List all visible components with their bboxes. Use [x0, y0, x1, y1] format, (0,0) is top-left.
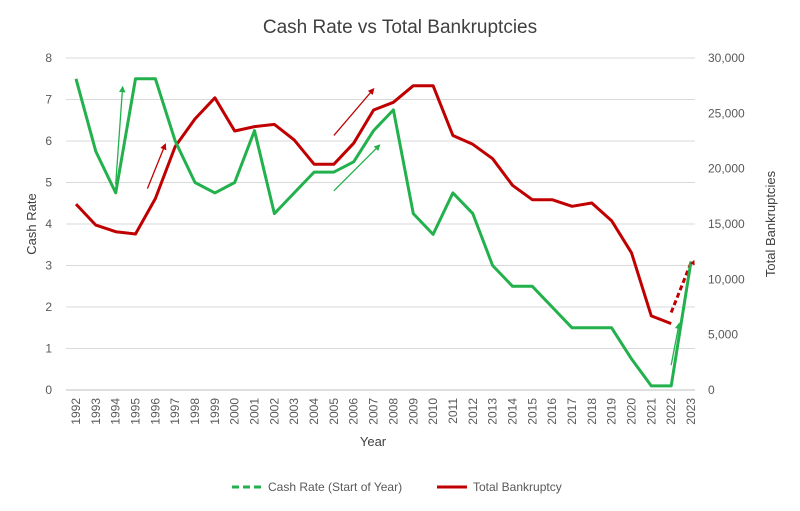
series-line-cash-rate	[74, 77, 693, 388]
x-tick-label: 2014	[505, 398, 519, 425]
y-tick-label: 4	[45, 217, 52, 231]
x-tick-label: 2008	[386, 398, 400, 425]
trend-arrow	[146, 143, 167, 189]
y2-tick-label: 0	[708, 383, 715, 397]
x-tick-label: 2005	[327, 398, 341, 425]
x-tick-label: 2022	[664, 398, 678, 425]
x-tick-label: 1996	[148, 398, 162, 425]
trend-arrow	[333, 144, 381, 192]
x-tick-label: 2018	[585, 398, 599, 425]
x-tick-label: 1999	[208, 398, 222, 425]
y-tick-label: 8	[45, 51, 52, 65]
y-tick-label: 2	[45, 300, 52, 314]
x-tick-label: 2007	[367, 398, 381, 425]
x-tick-label: 1993	[89, 398, 103, 425]
x-tick-label: 2019	[605, 398, 619, 425]
y-tick-label: 3	[45, 259, 52, 273]
x-tick-label: 2021	[644, 398, 658, 425]
x-tick-label: 2006	[347, 398, 361, 425]
x-tick-label: 2002	[267, 398, 281, 425]
y-tick-label: 6	[45, 134, 52, 148]
x-tick-label: 2015	[525, 398, 539, 425]
y2-tick-label: 20,000	[708, 162, 745, 176]
y2-axis-title: Total Bankruptcies	[763, 170, 778, 277]
y-tick-label: 5	[45, 176, 52, 190]
x-tick-label: 2023	[684, 398, 698, 425]
x-tick-label: 2004	[307, 398, 321, 425]
y2-tick-label: 30,000	[708, 51, 745, 65]
legend: Cash Rate (Start of Year) Total Bankrupt…	[232, 480, 562, 494]
x-tick-label: 1994	[109, 398, 123, 425]
trend-arrows	[115, 85, 682, 366]
x-tick-label: 2011	[446, 398, 460, 424]
x-tick-label: 2017	[565, 398, 579, 425]
x-tick-label: 1995	[129, 398, 143, 425]
y2-tick-label: 5,000	[708, 328, 738, 342]
y-axis-title: Cash Rate	[24, 193, 39, 254]
y-tick-label: 1	[45, 342, 52, 356]
series-lines	[74, 77, 695, 388]
gridlines	[66, 57, 695, 391]
series-line-total-bankruptcy	[74, 84, 672, 325]
y-tick-label: 0	[45, 383, 52, 397]
x-tick-label: 2012	[466, 398, 480, 425]
x-tick-label: 1998	[188, 398, 202, 425]
axes: 0 1 2 3 4 5 6 7 8 0 5,000 10,000 15,000 20,000 25,000 3…	[45, 51, 745, 425]
x-tick-label: 2013	[486, 398, 500, 425]
y2-tick-label: 10,000	[708, 272, 745, 286]
series-projection-total-bankruptcy	[669, 262, 693, 314]
chart-title: Cash Rate vs Total Bankruptcies	[263, 17, 537, 38]
x-tick-label: 1992	[69, 398, 83, 425]
x-tick-label: 1997	[168, 398, 182, 425]
x-tick-label: 2000	[228, 398, 242, 425]
trend-arrow	[115, 85, 126, 185]
x-tick-label: 2001	[248, 398, 262, 425]
legend-label-bankruptcy: Total Bankruptcy	[473, 480, 562, 494]
x-tick-label: 2020	[624, 398, 638, 425]
trend-arrow	[333, 87, 375, 136]
y-tick-label: 7	[45, 93, 52, 107]
x-tick-label: 2003	[287, 398, 301, 425]
x-tick-label: 2009	[406, 398, 420, 425]
legend-label-cash-rate: Cash Rate (Start of Year)	[268, 480, 402, 494]
y2-tick-label: 25,000	[708, 106, 745, 120]
x-tick-label: 2016	[545, 398, 559, 425]
x-axis-title: Year	[360, 434, 387, 449]
x-tick-label: 2010	[426, 398, 440, 425]
trend-arrow	[670, 322, 682, 366]
y2-tick-label: 15,000	[708, 217, 745, 231]
